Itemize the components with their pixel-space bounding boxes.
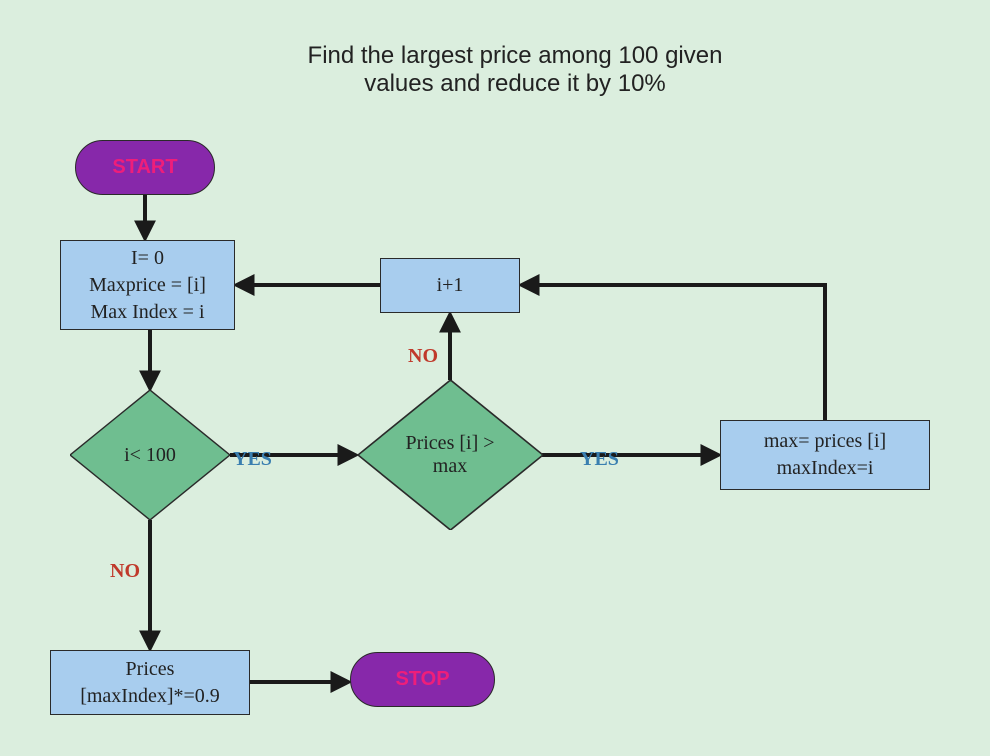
update-line-2: maxIndex=i	[777, 455, 874, 482]
flowchart-canvas: Find the largest price among 100 given v…	[0, 0, 990, 756]
reduce-line-1: Prices	[126, 656, 175, 683]
update-max-process-node: max= prices [i] maxIndex=i	[720, 420, 930, 490]
edge-label-no-1: NO	[110, 560, 140, 583]
init-line-3: Max Index = i	[90, 299, 204, 326]
stop-label: STOP	[395, 668, 449, 691]
increment-label: i+1	[437, 272, 464, 299]
reduce-line-2: [maxIndex]*=0.9	[80, 683, 220, 710]
increment-process-node: i+1	[380, 258, 520, 313]
loop-condition-label: i< 100	[124, 444, 176, 467]
loop-condition-node: i< 100	[70, 390, 230, 520]
update-line-1: max= prices [i]	[764, 428, 886, 455]
init-line-1: I= 0	[131, 245, 164, 272]
edge-label-yes-1: YES	[233, 448, 272, 471]
stop-node: STOP	[350, 652, 495, 707]
init-line-2: Maxprice = [i]	[89, 272, 206, 299]
compare-condition-node: Prices [i] > max	[358, 380, 543, 530]
start-label: START	[112, 156, 177, 179]
compare-condition-line-1: Prices [i] >	[405, 432, 494, 455]
arrow-update-to-incr	[522, 285, 825, 420]
start-node: START	[75, 140, 215, 195]
edge-label-yes-2: YES	[580, 448, 619, 471]
arrows-layer	[0, 0, 990, 756]
reduce-price-process-node: Prices [maxIndex]*=0.9	[50, 650, 250, 715]
compare-condition-line-2: max	[433, 455, 467, 478]
edge-label-no-2: NO	[408, 345, 438, 368]
init-process-node: I= 0 Maxprice = [i] Max Index = i	[60, 240, 235, 330]
